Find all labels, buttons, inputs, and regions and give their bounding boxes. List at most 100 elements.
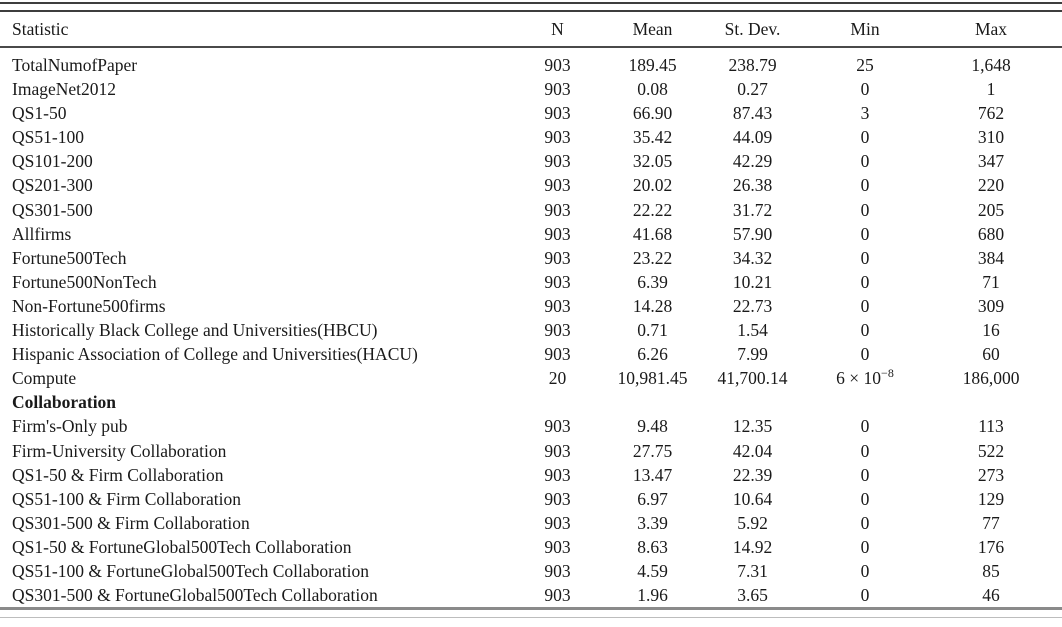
- cell-n: 903: [544, 247, 571, 268]
- cell-max: 309: [977, 295, 1005, 316]
- cell-statistic: QS51-100: [12, 127, 84, 148]
- cell-max: 46: [982, 585, 1000, 606]
- cell-n: 20: [548, 368, 567, 389]
- cell-max: 273: [977, 464, 1005, 485]
- cell-mean: 10,981.45: [617, 368, 688, 389]
- cell-max: 384: [977, 247, 1005, 268]
- summary-statistics-table: Statistic N Mean St. Dev. Min Max TotalNumofP…: [0, 12, 1062, 607]
- cell-max: 186,000: [962, 368, 1020, 389]
- cell-n: 903: [544, 464, 571, 485]
- cell-n: 903: [544, 55, 571, 75]
- cell-mean: 189.45: [628, 55, 677, 75]
- cell-sd: 238.79: [728, 55, 777, 75]
- cell-max: 77: [982, 512, 1000, 533]
- cell-sd: 14.92: [732, 536, 773, 557]
- cell-mean: 6.39: [637, 271, 668, 292]
- table-row: QS51-100 & FortuneGlobal500Tech Collabor…: [0, 559, 1062, 583]
- cell-min: 0: [860, 127, 870, 148]
- cell-n: 903: [544, 199, 571, 220]
- cell-statistic: QS1-50 & Firm Collaboration: [12, 464, 224, 485]
- column-header-statistic: Statistic: [0, 12, 505, 48]
- cell-n: 903: [544, 320, 571, 341]
- cell-mean: 20.02: [632, 175, 673, 196]
- section-header-label: Collaboration: [12, 392, 117, 413]
- table-row: QS1-50 & FortuneGlobal500Tech Collaborat…: [0, 535, 1062, 559]
- table-row: Hispanic Association of College and Univ…: [0, 342, 1062, 366]
- cell-statistic: QS301-500: [12, 199, 93, 220]
- cell-sd: 44.09: [732, 127, 773, 148]
- cell-mean: 32.05: [632, 151, 673, 172]
- cell-sd: 41,700.14: [717, 368, 788, 389]
- cell-mean: 22.22: [632, 199, 673, 220]
- cell-min: 0: [860, 585, 870, 606]
- cell-min: 0: [860, 247, 870, 268]
- cell-sd: 22.39: [732, 464, 773, 485]
- table-row: Historically Black College and Universit…: [0, 318, 1062, 342]
- cell-statistic: Firm's-Only pub: [12, 416, 128, 437]
- cell-mean: 0.71: [637, 320, 668, 341]
- column-header-mean: Mean: [610, 12, 695, 48]
- table-row: QS301-500 & FortuneGlobal500Tech Collabo…: [0, 583, 1062, 607]
- cell-max: 16: [982, 320, 1000, 341]
- cell-min: 0: [860, 488, 870, 509]
- cell-max: 205: [977, 199, 1005, 220]
- cell-min: 0: [860, 512, 870, 533]
- table-row: Compute 20 10,981.45 41,700.14 6 × 10−8 186,0…: [0, 366, 1062, 390]
- cell-mean: 35.42: [632, 127, 673, 148]
- table-row: QS201-300 903 20.02 26.38 0 220: [0, 173, 1062, 197]
- cell-mean: 8.63: [637, 536, 668, 557]
- cell-mean: 1.96: [637, 585, 668, 606]
- cell-min: 0: [860, 151, 870, 172]
- cell-statistic: Firm-University Collaboration: [12, 440, 227, 461]
- cell-n: 903: [544, 585, 571, 606]
- cell-statistic: Compute: [12, 368, 77, 389]
- column-header-min: Min: [810, 12, 920, 48]
- cell-sd: 10.21: [732, 271, 773, 292]
- cell-min: 6 × 10−8: [836, 366, 894, 389]
- cell-sd: 22.73: [732, 295, 773, 316]
- cell-mean: 13.47: [632, 464, 673, 485]
- cell-max: 762: [977, 103, 1005, 124]
- cell-min: 0: [860, 344, 870, 365]
- cell-min: 0: [860, 295, 870, 316]
- cell-n: 903: [544, 295, 571, 316]
- cell-max: 71: [982, 271, 1000, 292]
- table-row: QS101-200 903 32.05 42.29 0 347: [0, 149, 1062, 173]
- cell-max: 113: [978, 416, 1004, 437]
- cell-mean: 3.39: [637, 512, 668, 533]
- cell-sd: 42.04: [732, 440, 773, 461]
- cell-sd: 87.43: [732, 103, 773, 124]
- cell-statistic: QS51-100 & Firm Collaboration: [12, 488, 241, 509]
- table-row: TotalNumofPaper 903 189.45 238.79 25 1,648: [0, 47, 1062, 77]
- cell-min: 25: [856, 55, 874, 75]
- cell-max: 176: [977, 536, 1005, 557]
- cell-mean: 66.90: [632, 103, 673, 124]
- table-row: Fortune500NonTech 903 6.39 10.21 0 71: [0, 270, 1062, 294]
- cell-max: 220: [977, 175, 1005, 196]
- cell-sd: 57.90: [732, 223, 773, 244]
- cell-mean: 6.26: [637, 344, 668, 365]
- cell-statistic: QS1-50: [12, 103, 67, 124]
- cell-max: 347: [977, 151, 1005, 172]
- cell-n: 903: [544, 416, 571, 437]
- cell-n: 903: [544, 271, 571, 292]
- cell-sd: 34.32: [732, 247, 773, 268]
- cell-max: 1,648: [971, 55, 1011, 75]
- table-header-row: Statistic N Mean St. Dev. Min Max: [0, 12, 1062, 48]
- section-header-row: Collaboration: [0, 390, 1062, 414]
- cell-statistic: Fortune500NonTech: [12, 271, 157, 292]
- cell-min: 0: [860, 536, 870, 557]
- cell-statistic: TotalNumofPaper: [12, 55, 138, 75]
- cell-sd: 12.35: [732, 416, 773, 437]
- cell-min: 0: [860, 320, 870, 341]
- cell-min: 3: [860, 103, 870, 124]
- cell-statistic: QS101-200: [12, 151, 93, 172]
- bottom-rule: [0, 607, 1062, 611]
- table-row: Allfirms 903 41.68 57.90 0 680: [0, 222, 1062, 246]
- cell-sd: 7.99: [737, 344, 768, 365]
- cell-sd: 10.64: [732, 488, 773, 509]
- cell-sd: 42.29: [732, 151, 773, 172]
- cell-statistic: QS201-300: [12, 175, 93, 196]
- cell-mean: 6.97: [637, 488, 668, 509]
